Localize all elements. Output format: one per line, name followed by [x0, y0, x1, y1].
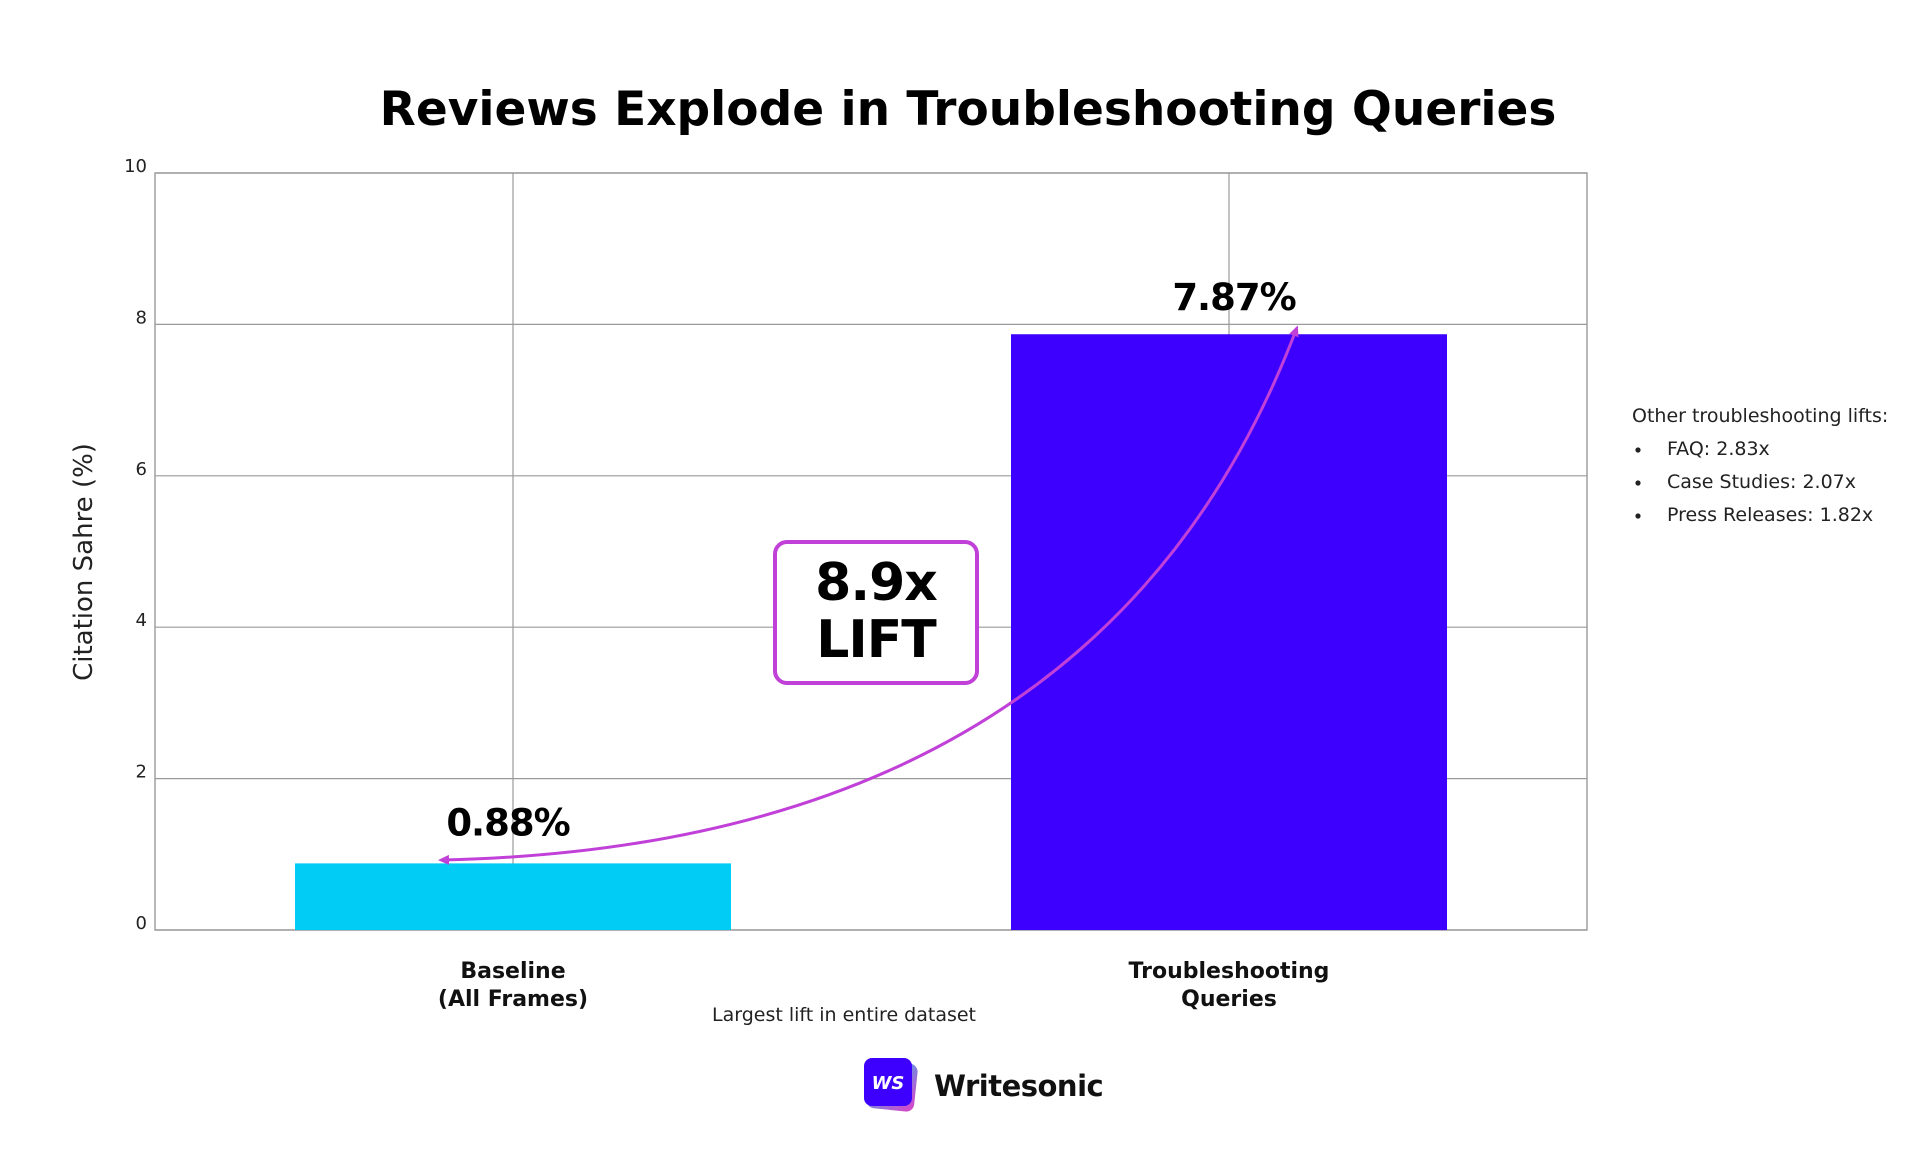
bullet-icon — [1635, 447, 1641, 453]
bar-1 — [295, 863, 731, 930]
side-note-item: Case Studies: 2.07x — [1667, 471, 1856, 493]
logo-monogram: WS — [872, 1073, 905, 1094]
lift-arrow — [438, 325, 1299, 865]
bar-value-label: 7.87% — [1172, 276, 1295, 319]
y-tick-label: 6 — [136, 459, 147, 480]
writesonic-logo: WS — [864, 1058, 918, 1112]
y-tick-label: 4 — [136, 610, 147, 631]
y-tick-label: 8 — [136, 307, 147, 328]
brand-name: Writesonic — [934, 1069, 1103, 1103]
y-tick-label: 2 — [136, 762, 147, 783]
x-category-label: Troubleshooting — [1129, 959, 1330, 984]
lift-callout-box — [773, 540, 979, 685]
side-note-heading: Other troubleshooting lifts: — [1632, 405, 1888, 427]
chart-title: Reviews Explode in Troubleshooting Queri… — [380, 82, 1557, 137]
y-axis-ticks: 0 2 4 6 8 10 — [124, 156, 147, 934]
bullet-icon — [1635, 480, 1641, 486]
lift-word: LIFT — [816, 610, 937, 670]
y-tick-label: 0 — [136, 913, 147, 934]
side-note-item: FAQ: 2.83x — [1667, 438, 1770, 460]
logo-front-square — [864, 1058, 912, 1106]
chart-caption: Largest lift in entire dataset — [712, 1004, 976, 1026]
side-note-item: Press Releases: 1.82x — [1667, 504, 1873, 526]
x-axis-categories: Baseline (All Frames) Troubleshooting Queri… — [438, 959, 1330, 1012]
lift-value: 8.9x — [815, 553, 937, 613]
x-category-label: Queries — [1181, 987, 1277, 1012]
y-axis-label: Citation Sahre (%) — [69, 443, 99, 681]
y-tick-label: 10 — [124, 156, 147, 177]
bullet-icon — [1635, 513, 1641, 519]
x-category-label: Baseline — [460, 959, 565, 984]
bar-2 — [1011, 334, 1447, 931]
bar-value-label: 0.88% — [446, 801, 569, 844]
side-note-list: FAQ: 2.83x Case Studies: 2.07x Press Relea… — [1635, 438, 1873, 526]
plot-frame — [154, 172, 1588, 931]
grid — [154, 172, 1588, 931]
x-category-label: (All Frames) — [438, 987, 588, 1012]
